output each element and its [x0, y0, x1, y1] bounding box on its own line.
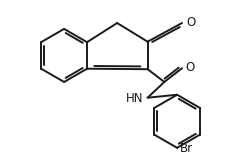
Text: O: O: [185, 61, 194, 74]
Text: Br: Br: [180, 142, 193, 155]
Text: HN: HN: [126, 92, 144, 105]
Text: O: O: [186, 15, 195, 28]
